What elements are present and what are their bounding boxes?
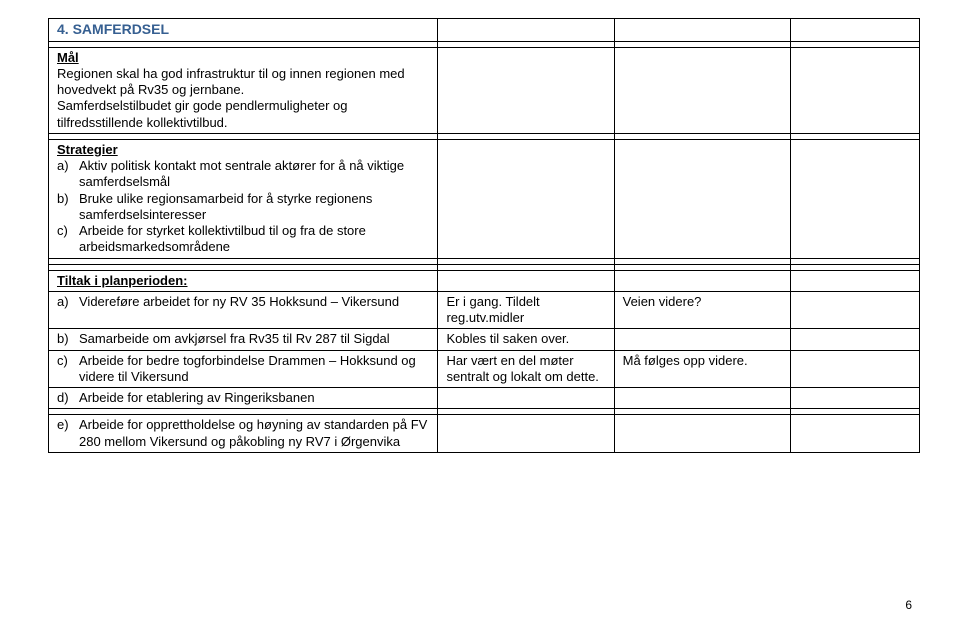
tiltak-row-a: Videreføre arbeidet for ny RV 35 Hokksun… [49,291,920,329]
empty-cell [438,47,614,133]
section-number: 4. [57,21,69,37]
tiltak-a-text: Videreføre arbeidet for ny RV 35 Hokksun… [79,294,431,310]
tiltak-b-c3 [614,329,790,350]
section-title-text: SAMFERDSEL [73,21,169,37]
mal-row: Mål Regionen skal ha god infrastruktur t… [49,47,920,133]
tiltak-b-c2: Kobles til saken over. [438,329,614,350]
strat-a: Aktiv politisk kontakt mot sentrale aktø… [79,158,431,191]
tiltak-d-cell: Arbeide for etablering av Ringeriksbanen [49,388,438,409]
tiltak-e-text: Arbeide for opprettholdelse og høyning a… [79,417,431,450]
empty-cell [790,47,919,133]
tiltak-b-text: Samarbeide om avkjørsel fra Rv35 til Rv … [79,331,431,347]
tiltak-c-c2: Har vært en del møter sentralt og lokalt… [438,350,614,388]
page: 4. SAMFERDSEL Mål Regionen skal ha god i… [0,0,960,622]
empty-cell [614,19,790,42]
tiltak-a-c2: Er i gang. Tildelt reg.utv.midler [438,291,614,329]
empty-cell [438,415,614,453]
empty-cell [614,270,790,291]
doc-table: 4. SAMFERDSEL Mål Regionen skal ha god i… [48,18,920,453]
page-number: 6 [905,598,912,612]
empty-cell [438,270,614,291]
tiltak-header-cell: Tiltak i planperioden: [49,270,438,291]
tiltak-a-c3: Veien videre? [614,291,790,329]
strategier-cell: Strategier Aktiv politisk kontakt mot se… [49,139,438,258]
empty-cell [438,19,614,42]
tiltak-c-text: Arbeide for bedre togforbindelse Drammen… [79,353,431,386]
tiltak-b-c4 [790,329,919,350]
tiltak-c-cell: Arbeide for bedre togforbindelse Drammen… [49,350,438,388]
mal-cell: Mål Regionen skal ha god infrastruktur t… [49,47,438,133]
tiltak-row-d: Arbeide for etablering av Ringeriksbanen [49,388,920,409]
tiltak-d-c2 [438,388,614,409]
empty-cell [614,47,790,133]
tiltak-a-cell: Videreføre arbeidet for ny RV 35 Hokksun… [49,291,438,329]
tiltak-b-cell: Samarbeide om avkjørsel fra Rv35 til Rv … [49,329,438,350]
tiltak-c-c4 [790,350,919,388]
section-title-row: 4. SAMFERDSEL [49,19,920,42]
tiltak-row-b: Samarbeide om avkjørsel fra Rv35 til Rv … [49,329,920,350]
tiltak-d-text: Arbeide for etablering av Ringeriksbanen [79,390,431,406]
empty-cell [790,270,919,291]
strategier-list: Aktiv politisk kontakt mot sentrale aktø… [57,158,431,256]
tiltak-c-c3: Må følges opp videre. [614,350,790,388]
empty-cell [790,415,919,453]
empty-cell [614,139,790,258]
mal-p1: Regionen skal ha god infrastruktur til o… [57,66,431,99]
empty-cell [790,139,919,258]
mal-p2: Samferdselstilbudet gir gode pendlermuli… [57,98,431,131]
tiltak-row-e: Arbeide for opprettholdelse og høyning a… [49,415,920,453]
tiltak-header-row: Tiltak i planperioden: [49,270,920,291]
tiltak-row-c: Arbeide for bedre togforbindelse Drammen… [49,350,920,388]
empty-cell [614,415,790,453]
mal-label: Mål [57,50,431,66]
strategier-label: Strategier [57,142,431,158]
tiltak-e-cell: Arbeide for opprettholdelse og høyning a… [49,415,438,453]
tiltak-label: Tiltak i planperioden: [57,273,188,288]
section-title-cell: 4. SAMFERDSEL [49,19,438,42]
strat-c: Arbeide for styrket kollektivtilbud til … [79,223,431,256]
strategier-row: Strategier Aktiv politisk kontakt mot se… [49,139,920,258]
tiltak-d-c3 [614,388,790,409]
strat-b: Bruke ulike regionsamarbeid for å styrke… [79,191,431,224]
tiltak-a-c4 [790,291,919,329]
empty-cell [790,19,919,42]
tiltak-d-c4 [790,388,919,409]
empty-cell [438,139,614,258]
